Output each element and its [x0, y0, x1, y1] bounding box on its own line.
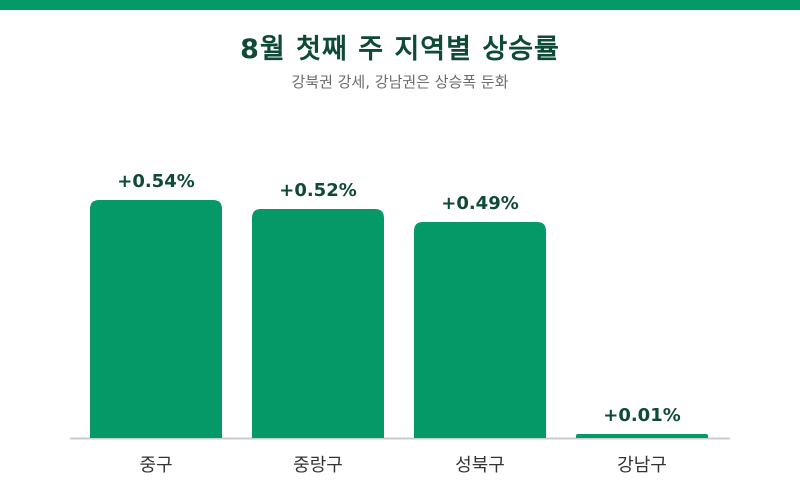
chart-title: 8월 첫째 주 지역별 상승률	[240, 34, 560, 65]
chart-subtitle: 강북권 강세, 강남권은 상승폭 둔화	[291, 73, 509, 91]
category-label: 중랑구	[293, 455, 343, 476]
top-accent-bar	[0, 0, 800, 10]
category-label: 성북구	[455, 455, 505, 476]
bar-value-label: +0.49%	[441, 193, 519, 214]
bar	[90, 200, 222, 438]
bar	[414, 222, 546, 438]
bar	[576, 434, 708, 438]
bar	[252, 209, 384, 438]
category-label: 중구	[139, 455, 172, 476]
category-label: 강남구	[617, 455, 667, 476]
bar-value-label: +0.54%	[117, 171, 195, 192]
bar-value-label: +0.01%	[603, 405, 681, 426]
bar-value-label: +0.52%	[279, 180, 357, 201]
